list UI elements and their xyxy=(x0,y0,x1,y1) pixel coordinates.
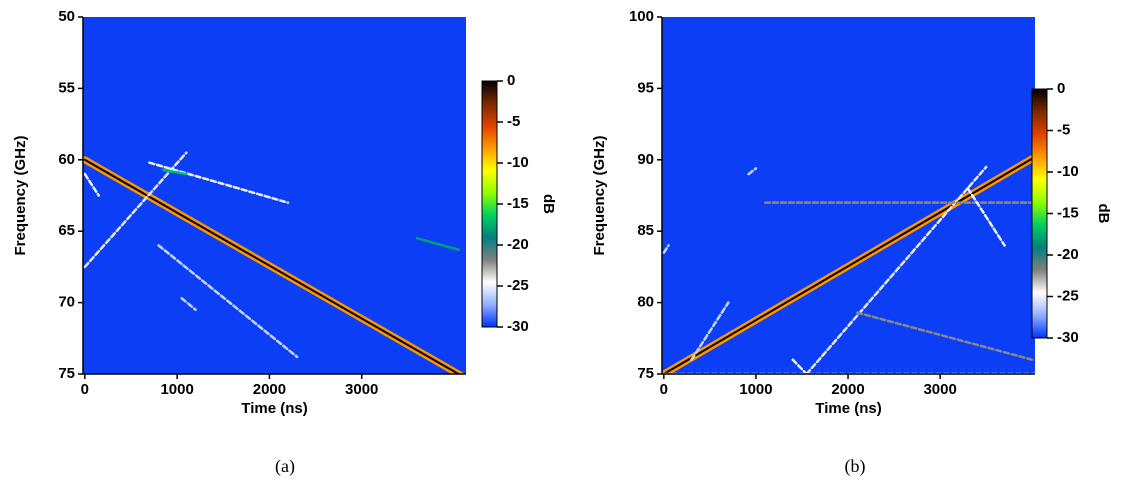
colorbar-tick-label: -30 xyxy=(507,318,529,335)
colorbar-tick-label: -30 xyxy=(1057,329,1079,346)
colorbar-label: dB xyxy=(540,194,557,214)
traces xyxy=(83,151,466,374)
y-tick-label: 70 xyxy=(58,294,75,311)
colorbar-tick-label: -10 xyxy=(1057,163,1079,180)
y-tick-label: 55 xyxy=(58,79,75,96)
colorbar-tick-label: -15 xyxy=(507,195,529,212)
colorbar-tick-label: -15 xyxy=(1057,204,1079,221)
trace xyxy=(791,358,808,374)
colorbar xyxy=(481,80,498,328)
caption: (a) xyxy=(275,456,295,477)
x-tick-label: 0 xyxy=(660,381,668,398)
trace xyxy=(690,301,730,361)
colorbar-tick-label: -20 xyxy=(1057,246,1079,263)
x-tick-label: 2000 xyxy=(253,381,286,398)
y-tick-label: 75 xyxy=(58,365,75,382)
caption: (b) xyxy=(845,456,866,477)
trace xyxy=(162,168,188,176)
y-tick-label: 100 xyxy=(629,8,654,25)
trace xyxy=(415,237,460,252)
y-tick-label: 90 xyxy=(637,151,654,168)
x-axis-label: Time (ns) xyxy=(241,400,307,417)
y-tick-label: 65 xyxy=(58,222,75,239)
colorbar xyxy=(1031,88,1048,339)
y-tick-label: 60 xyxy=(58,151,75,168)
colorbar-tick-label: -20 xyxy=(507,236,529,253)
colorbar-tick-label: -25 xyxy=(507,277,529,294)
y-tick-label: 50 xyxy=(58,8,75,25)
x-tick-label: 1000 xyxy=(160,381,193,398)
colorbar-label: dB xyxy=(1095,204,1112,224)
trace xyxy=(747,167,758,176)
x-tick-label: 1000 xyxy=(739,381,772,398)
y-tick-label: 75 xyxy=(637,365,654,382)
trace xyxy=(662,155,1035,374)
trace xyxy=(180,297,197,311)
x-tick-label: 0 xyxy=(81,381,89,398)
x-axis-label: Time (ns) xyxy=(815,400,881,417)
colorbar-tick-label: -5 xyxy=(1057,121,1070,138)
y-tick-label: 85 xyxy=(637,222,654,239)
colorbar-tick-label: -25 xyxy=(1057,287,1079,304)
trace xyxy=(157,244,299,359)
x-tick-label: 2000 xyxy=(831,381,864,398)
y-tick-label: 95 xyxy=(637,79,654,96)
colorbar-tick-label: -10 xyxy=(507,154,529,171)
trace xyxy=(148,161,290,204)
traces xyxy=(662,153,1035,374)
y-axis-label: Frequency (GHz) xyxy=(591,135,608,255)
x-tick-label: 3000 xyxy=(345,381,378,398)
y-tick-label: 80 xyxy=(637,294,654,311)
trace xyxy=(966,187,1006,247)
colorbar-tick-label: 0 xyxy=(1057,80,1065,97)
trace xyxy=(805,165,988,374)
y-axis-label: Frequency (GHz) xyxy=(12,135,29,255)
x-tick-label: 3000 xyxy=(923,381,956,398)
trace xyxy=(83,172,100,197)
trace xyxy=(855,311,1034,361)
colorbar-tick-label: -5 xyxy=(507,113,520,130)
trace xyxy=(662,244,670,254)
colorbar-tick-label: 0 xyxy=(507,72,515,89)
